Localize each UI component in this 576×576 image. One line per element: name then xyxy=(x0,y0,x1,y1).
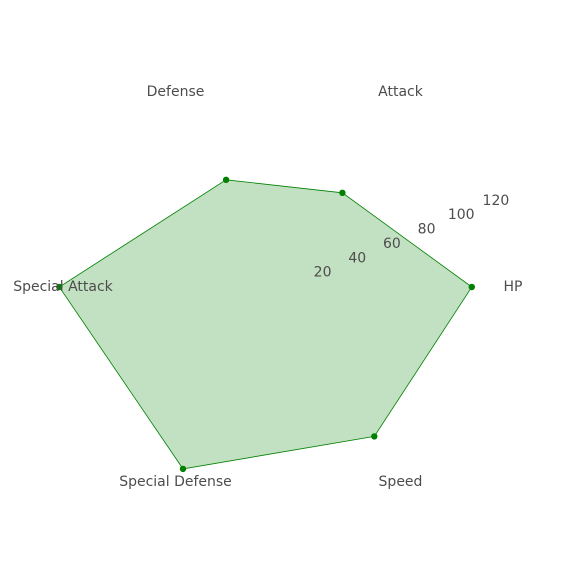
category-label-special-attack: Special Attack xyxy=(13,279,113,295)
data-point-defense xyxy=(222,176,230,183)
data-point-special-defense xyxy=(179,465,187,473)
category-label-defense: Defense xyxy=(147,84,205,100)
radial-tick-label-80: 80 xyxy=(418,222,436,238)
data-point-hp xyxy=(468,283,475,291)
data-area-layer xyxy=(58,179,473,470)
category-label-speed: Speed xyxy=(379,474,423,490)
radial-tick-label-20: 20 xyxy=(314,265,332,281)
radial-tick-label-120: 120 xyxy=(483,193,510,209)
radial-tick-label-60: 60 xyxy=(383,236,401,252)
category-labels: HP Attack Defense Special Attack Special Def… xyxy=(13,84,522,490)
radial-tick-label-40: 40 xyxy=(348,250,366,266)
radial-tick-label-100: 100 xyxy=(448,207,475,223)
data-point-special-attack xyxy=(56,283,63,291)
data-point-speed xyxy=(371,433,378,440)
data-point-attack xyxy=(339,189,346,196)
data-area-series-0 xyxy=(58,179,473,470)
data-points-layer xyxy=(56,176,475,473)
category-label-special-defense: Special Defense xyxy=(119,474,232,490)
category-label-attack: Attack xyxy=(378,84,424,100)
radial-tick-labels: 20 40 60 80 100 120 xyxy=(314,193,510,281)
category-label-hp: HP xyxy=(504,279,523,295)
